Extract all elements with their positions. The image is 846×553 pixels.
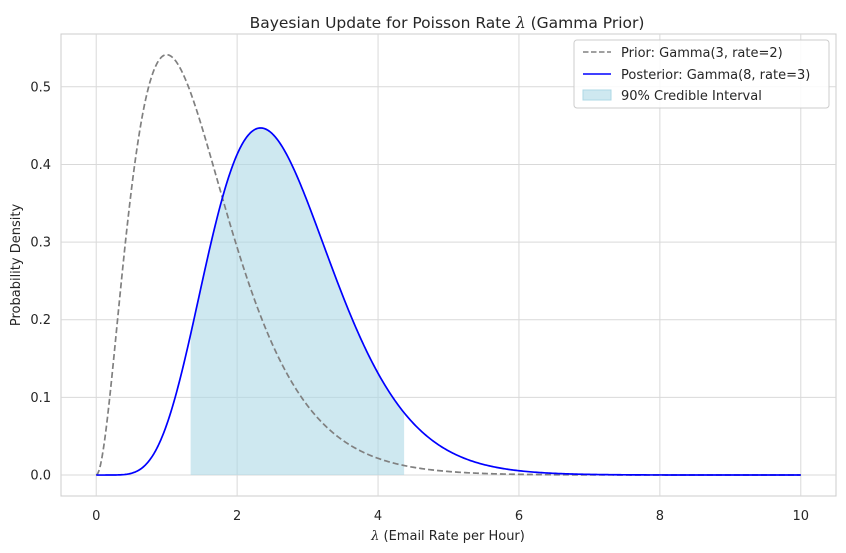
- credible-interval-area: [190, 127, 405, 476]
- legend: Prior: Gamma(3, rate=2) Posterior: Gamma…: [573, 39, 830, 109]
- y-tick-label: 0.3: [30, 236, 51, 251]
- series-layer: [95, 53, 801, 476]
- y-ticks: 0.0 0.1 0.2 0.3 0.4 0.5: [30, 80, 51, 483]
- plot-area: [60, 33, 837, 497]
- x-ticks: 0 2 4 6 8 10: [92, 509, 809, 524]
- x-tick-label: 10: [792, 509, 809, 524]
- x-tick-label: 6: [515, 509, 523, 524]
- legend-prior-label: Prior: Gamma(3, rate=2): [621, 46, 783, 61]
- legend-posterior-label: Posterior: Gamma(8, rate=3): [621, 68, 810, 83]
- x-tick-label: 2: [233, 509, 241, 524]
- x-tick-label: 0: [92, 509, 100, 524]
- x-tick-label: 4: [374, 509, 382, 524]
- legend-interval-swatch: [582, 89, 612, 101]
- y-tick-label: 0.4: [30, 158, 51, 173]
- y-axis-label: Probability Density: [9, 204, 24, 327]
- x-tick-label: 8: [656, 509, 664, 524]
- legend-interval-label: 90% Credible Interval: [621, 89, 762, 104]
- y-tick-label: 0.1: [30, 391, 51, 406]
- y-tick-label: 0.5: [30, 80, 51, 95]
- chart-title: Bayesian Update for Poisson Rate λ (Gamm…: [250, 14, 645, 32]
- x-axis-label: λ (Email Rate per Hour): [370, 529, 525, 544]
- legend-box: [573, 39, 830, 109]
- credible-interval-layer: [190, 127, 405, 476]
- y-tick-label: 0.0: [30, 469, 51, 484]
- posterior-line: [96, 127, 801, 476]
- y-tick-label: 0.2: [30, 313, 51, 328]
